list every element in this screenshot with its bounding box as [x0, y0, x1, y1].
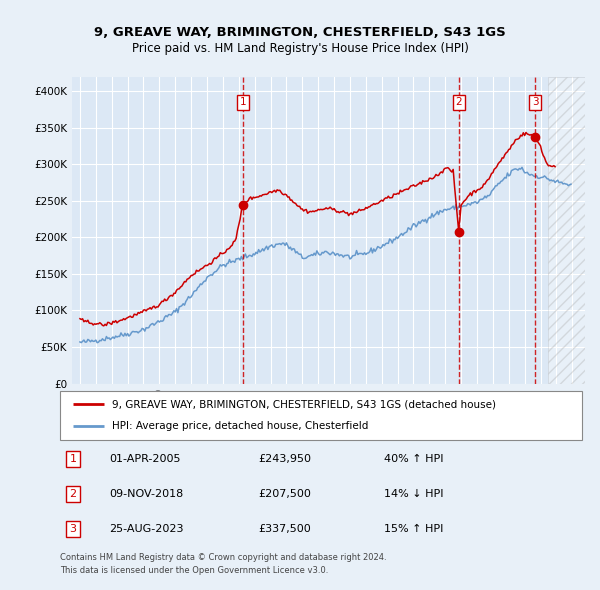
Text: £207,500: £207,500 [259, 489, 311, 499]
FancyBboxPatch shape [60, 391, 582, 440]
Text: 9, GREAVE WAY, BRIMINGTON, CHESTERFIELD, S43 1GS: 9, GREAVE WAY, BRIMINGTON, CHESTERFIELD,… [94, 26, 506, 39]
Text: This data is licensed under the Open Government Licence v3.0.: This data is licensed under the Open Gov… [60, 566, 328, 575]
Text: 15% ↑ HPI: 15% ↑ HPI [383, 525, 443, 534]
Text: 3: 3 [70, 525, 77, 534]
Text: 3: 3 [532, 97, 538, 107]
Text: 01-APR-2005: 01-APR-2005 [110, 454, 181, 464]
Text: 25-AUG-2023: 25-AUG-2023 [110, 525, 184, 534]
Text: 1: 1 [70, 454, 77, 464]
Text: 40% ↑ HPI: 40% ↑ HPI [383, 454, 443, 464]
Text: 14% ↓ HPI: 14% ↓ HPI [383, 489, 443, 499]
Text: Contains HM Land Registry data © Crown copyright and database right 2024.: Contains HM Land Registry data © Crown c… [60, 553, 386, 562]
Text: 9, GREAVE WAY, BRIMINGTON, CHESTERFIELD, S43 1GS (detached house): 9, GREAVE WAY, BRIMINGTON, CHESTERFIELD,… [112, 399, 496, 409]
Text: 09-NOV-2018: 09-NOV-2018 [110, 489, 184, 499]
Text: HPI: Average price, detached house, Chesterfield: HPI: Average price, detached house, Ches… [112, 421, 368, 431]
Text: 1: 1 [239, 97, 246, 107]
Bar [548, 77, 585, 384]
Text: 2: 2 [455, 97, 462, 107]
Text: £337,500: £337,500 [259, 525, 311, 534]
Text: £243,950: £243,950 [259, 454, 311, 464]
Text: Price paid vs. HM Land Registry's House Price Index (HPI): Price paid vs. HM Land Registry's House … [131, 42, 469, 55]
Text: 2: 2 [70, 489, 77, 499]
